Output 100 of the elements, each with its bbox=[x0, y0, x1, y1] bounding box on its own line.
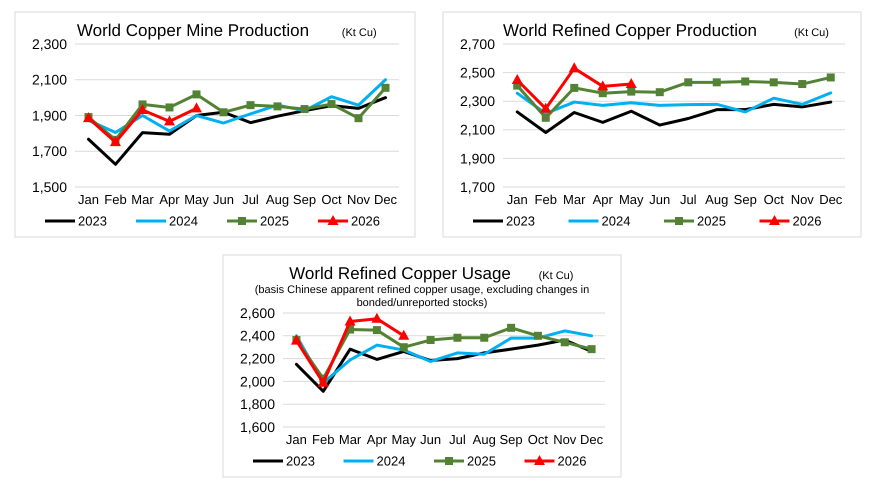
x-tick-label: Mar bbox=[338, 432, 362, 447]
point bbox=[191, 102, 202, 112]
x-tick-label: Jul bbox=[449, 432, 466, 447]
point bbox=[741, 77, 750, 86]
y-tick-label: 2,300 bbox=[32, 36, 68, 52]
point bbox=[597, 80, 608, 90]
y-axis-title: (Kt Cu) bbox=[794, 27, 829, 39]
x-tick-label: Dec bbox=[580, 432, 604, 447]
point bbox=[542, 114, 550, 122]
legend-label: 2024 bbox=[169, 214, 198, 229]
x-tick-label: Sep bbox=[734, 192, 757, 207]
x-tick-label: Apr bbox=[159, 192, 180, 207]
y-tick-label: 2,700 bbox=[460, 36, 496, 52]
x-tick-label: Aug bbox=[705, 192, 728, 207]
x-tick-label: Feb bbox=[104, 192, 127, 207]
x-tick-label: Apr bbox=[366, 432, 388, 447]
point bbox=[344, 316, 356, 326]
x-tick-label: Jan bbox=[506, 192, 528, 207]
point bbox=[626, 78, 637, 88]
x-tick-label: Sep bbox=[500, 432, 523, 447]
point bbox=[512, 74, 523, 84]
x-tick-label: May bbox=[184, 192, 210, 207]
y-tick-label: 1,900 bbox=[32, 107, 68, 124]
point bbox=[798, 80, 806, 88]
point bbox=[560, 338, 569, 346]
y-tick-label: 1,600 bbox=[240, 418, 276, 435]
x-tick-label: Nov bbox=[553, 432, 577, 447]
legend-label: 2025 bbox=[260, 214, 289, 229]
point bbox=[354, 114, 362, 122]
y-tick-label: 2,200 bbox=[240, 350, 276, 366]
legend-label: 2023 bbox=[78, 214, 107, 229]
x-tick-label: Jun bbox=[213, 192, 234, 207]
x-tick-label: Jan bbox=[78, 192, 99, 207]
point bbox=[712, 78, 721, 86]
line-series bbox=[516, 100, 832, 134]
x-tick-label: Oct bbox=[528, 432, 548, 447]
x-tick-label: Nov bbox=[790, 192, 814, 207]
y-axis-title: (Kt Cu) bbox=[538, 270, 574, 282]
x-tick-label: Jun bbox=[420, 432, 442, 447]
x-tick-label: May bbox=[618, 192, 644, 207]
point bbox=[684, 78, 692, 86]
x-tick-label: Jun bbox=[649, 192, 670, 207]
chart-title: World Copper Mine Production bbox=[76, 21, 310, 40]
x-tick-label: Nov bbox=[346, 192, 371, 207]
legend-label: 2025 bbox=[467, 454, 496, 469]
y-tick-label: 1,700 bbox=[32, 143, 68, 160]
x-tick-label: Mar bbox=[131, 192, 154, 207]
point bbox=[192, 90, 200, 98]
chart-title: World Refined Copper Usage bbox=[289, 264, 511, 283]
y-tick-label: 1,900 bbox=[460, 150, 496, 166]
x-tick-label: Aug bbox=[472, 432, 496, 447]
point bbox=[328, 100, 336, 108]
point bbox=[426, 336, 435, 344]
point bbox=[627, 88, 636, 96]
point bbox=[164, 115, 175, 126]
x-tick-label: Jan bbox=[286, 432, 307, 447]
point bbox=[568, 62, 580, 72]
x-tick-label: Mar bbox=[563, 192, 586, 207]
x-tick-label: Sep bbox=[292, 192, 316, 207]
y-tick-label: 1,800 bbox=[240, 396, 276, 412]
y-tick-label: 2,000 bbox=[240, 373, 276, 390]
point bbox=[398, 330, 410, 340]
x-tick-label: Jul bbox=[680, 192, 697, 207]
point bbox=[588, 345, 596, 354]
point bbox=[382, 84, 390, 92]
point bbox=[372, 326, 381, 334]
legend-label: 2026 bbox=[792, 214, 822, 229]
point bbox=[300, 105, 308, 114]
point bbox=[274, 102, 282, 110]
point bbox=[371, 312, 382, 323]
x-tick-label: Jul bbox=[242, 192, 259, 207]
x-tick-label: May bbox=[391, 432, 417, 447]
x-tick-label: Apr bbox=[592, 192, 614, 207]
point bbox=[480, 334, 488, 342]
legend-label: 2025 bbox=[697, 214, 726, 229]
legend-label: 2026 bbox=[558, 454, 586, 469]
y-tick-label: 1,500 bbox=[32, 178, 68, 195]
x-tick-label: Dec bbox=[374, 192, 398, 207]
legend-label: 2024 bbox=[376, 454, 406, 469]
point bbox=[110, 136, 121, 146]
point bbox=[137, 104, 148, 114]
point bbox=[220, 108, 228, 116]
x-tick-label: Oct bbox=[764, 192, 784, 207]
point bbox=[534, 332, 542, 340]
y-tick-label: 2,300 bbox=[460, 93, 496, 110]
legend-label: 2023 bbox=[286, 454, 315, 469]
y-tick-label: 2,500 bbox=[460, 64, 496, 80]
legend-label: 2024 bbox=[602, 214, 630, 229]
point bbox=[400, 343, 408, 352]
point bbox=[318, 376, 329, 387]
chart-title: World Refined Copper Production bbox=[503, 21, 757, 40]
point bbox=[826, 73, 835, 82]
x-tick-label: Oct bbox=[321, 192, 342, 207]
y-tick-label: 2,100 bbox=[32, 72, 68, 88]
y-tick-label: 2,100 bbox=[460, 122, 496, 138]
point bbox=[540, 102, 552, 113]
legend-label: 2023 bbox=[506, 214, 535, 229]
point bbox=[570, 84, 578, 92]
legend-label: 2026 bbox=[351, 214, 380, 229]
point bbox=[507, 324, 516, 332]
